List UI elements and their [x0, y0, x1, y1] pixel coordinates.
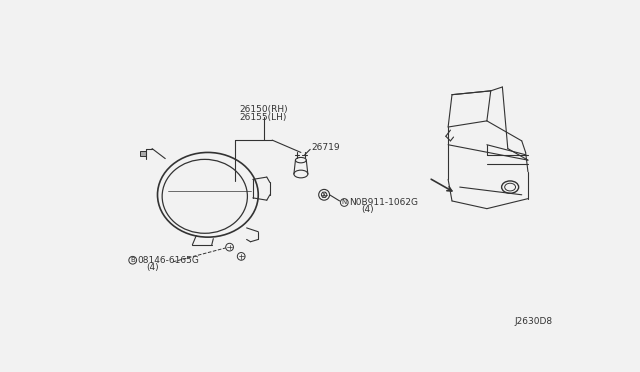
Text: (4): (4)	[147, 263, 159, 272]
Text: 26155(LH): 26155(LH)	[239, 112, 287, 122]
Text: B: B	[131, 257, 135, 263]
Text: 26719: 26719	[312, 143, 340, 152]
Text: 08146-6165G: 08146-6165G	[138, 256, 199, 265]
Text: N0B911-1062G: N0B911-1062G	[349, 198, 418, 207]
Text: 26150(RH): 26150(RH)	[239, 105, 288, 114]
Bar	[140, 151, 146, 155]
Text: (4): (4)	[362, 205, 374, 214]
Text: N: N	[342, 199, 347, 205]
Text: J2630D8: J2630D8	[515, 317, 553, 326]
